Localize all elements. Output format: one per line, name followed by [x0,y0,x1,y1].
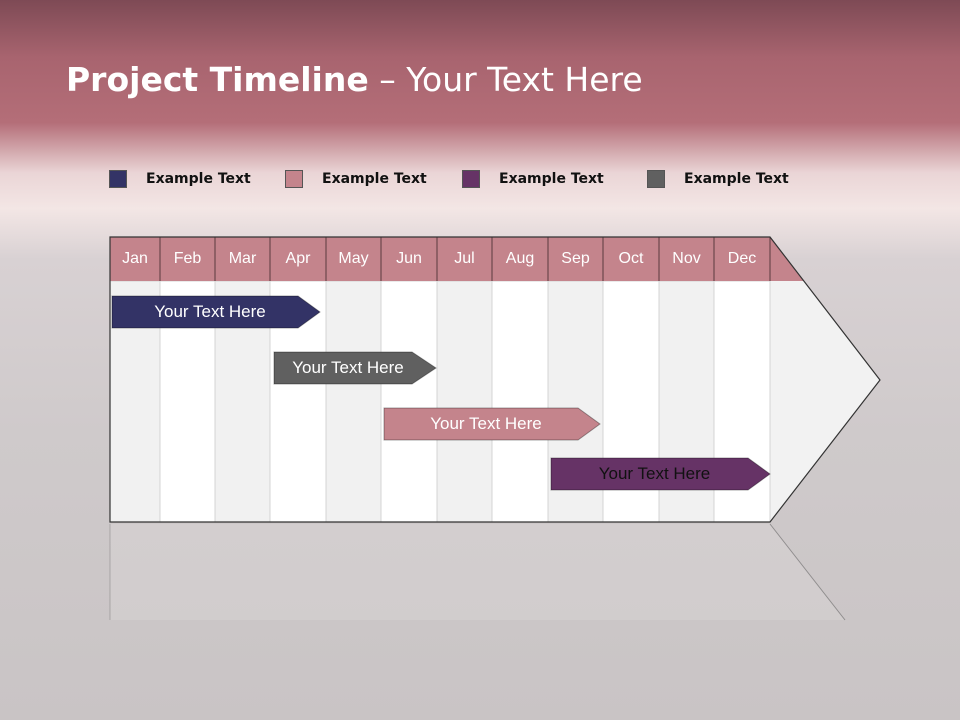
legend-swatch [109,170,127,188]
month-column [436,280,493,523]
month-column [325,280,382,523]
page-title: Project Timeline – Your Text Here [66,60,643,99]
task-bar [383,407,601,441]
legend-swatch [285,170,303,188]
legend-label: Example Text [684,171,789,187]
task-bar [550,457,771,491]
month-label-feb: Feb [173,250,202,267]
legend-item: Example Text [285,170,427,188]
month-label-dec: Dec [727,250,757,267]
month-column [491,280,549,523]
legend-swatch [462,170,480,188]
task-bar [111,295,321,329]
month-label-sep: Sep [561,250,590,267]
month-label-nov: Nov [672,250,701,267]
month-label-may: May [338,250,369,267]
legend-item: Example Text [462,170,604,188]
legend-swatch [647,170,665,188]
task-bar [273,351,437,385]
reflection-edge [769,523,846,621]
month-header [110,237,804,281]
task-bar-label: Your Text Here [430,414,542,433]
task-bar-label: Your Text Here [598,464,711,483]
reflection [110,524,845,620]
legend-item: Example Text [109,170,251,188]
task-bar-label: Your Text Here [154,302,266,321]
month-label-jan: Jan [122,250,148,267]
month-label-aug: Aug [505,250,535,267]
timeline-arrow-outline [109,236,881,523]
legend-label: Example Text [146,171,251,187]
legend-label: Example Text [322,171,427,187]
month-label-mar: Mar [228,250,257,267]
month-label-jun: Jun [396,250,422,267]
month-label-apr: Apr [285,250,311,267]
month-label-jul: Jul [454,250,475,267]
month-label-oct: Oct [618,250,644,267]
legend-item: Example Text [647,170,789,188]
task-bar-label: Your Text Here [292,358,404,377]
legend-label: Example Text [499,171,604,187]
